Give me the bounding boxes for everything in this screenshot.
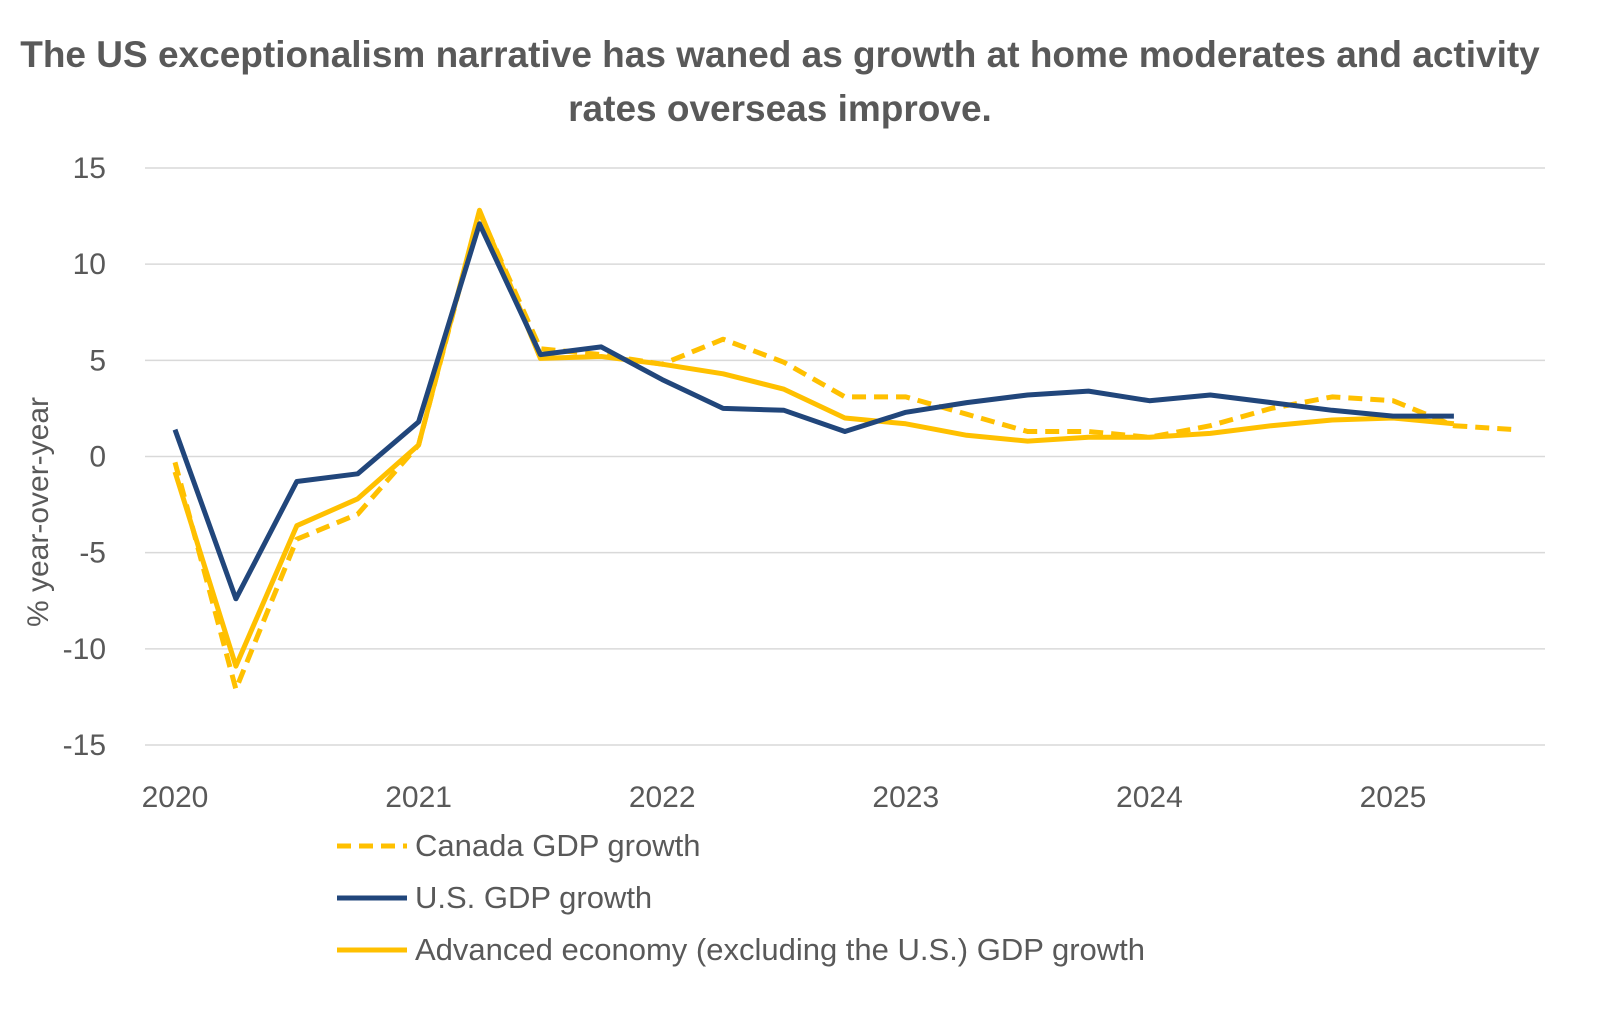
- y-axis-label: % year-over-year: [22, 397, 55, 627]
- series-lines: [172, 207, 1515, 692]
- chart-title: The US exceptionalism narrative has wane…: [20, 34, 1540, 129]
- x-tick-label: 2020: [142, 781, 209, 814]
- legend-label: Advanced economy (excluding the U.S.) GD…: [415, 932, 1146, 967]
- y-tick-label: 0: [89, 441, 106, 474]
- x-tick-label: 2025: [1360, 781, 1427, 814]
- x-axis-ticks: 2020 2021 2022 2023 2024 2025: [142, 781, 1427, 814]
- legend-item-advanced: Advanced economy (excluding the U.S.) GD…: [335, 930, 1145, 970]
- x-tick-label: 2021: [385, 781, 452, 814]
- legend-swatch-navy: [337, 895, 407, 901]
- y-tick-label: 5: [89, 344, 106, 377]
- y-tick-label: 10: [73, 248, 106, 281]
- y-tick-label: -10: [63, 633, 106, 666]
- gridlines: [145, 167, 1545, 746]
- legend-item-us: U.S. GDP growth: [335, 878, 652, 918]
- legend-item-canada: Canada GDP growth: [335, 826, 700, 866]
- y-axis-ticks: 15 10 5 0 -5 -10 -15: [63, 152, 106, 762]
- x-tick-label: 2024: [1116, 781, 1183, 814]
- legend-label: U.S. GDP growth: [415, 880, 653, 915]
- y-tick-label: -5: [79, 537, 106, 570]
- y-tick-label: 15: [73, 152, 106, 185]
- legend-label: Canada GDP growth: [415, 828, 701, 863]
- y-tick-label: -15: [63, 729, 106, 762]
- series-line-1: [172, 221, 1454, 602]
- series-line-0: [172, 209, 1515, 692]
- series-line-2: [172, 207, 1455, 669]
- x-tick-label: 2022: [629, 781, 696, 814]
- legend-swatch-dashed-gold: [337, 843, 407, 849]
- legend-swatch-gold: [337, 947, 407, 953]
- x-tick-label: 2023: [872, 781, 939, 814]
